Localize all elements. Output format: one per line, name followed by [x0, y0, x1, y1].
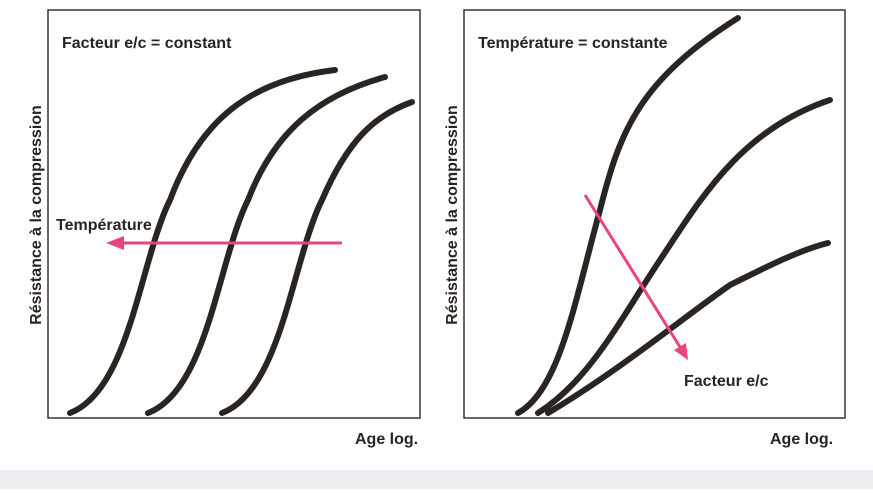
curve	[535, 97, 833, 416]
curve	[545, 240, 831, 416]
left-title: Facteur e/c = constant	[62, 35, 232, 52]
background-band	[0, 470, 873, 489]
curve	[219, 99, 415, 416]
arrow-head	[674, 343, 688, 360]
right-frame	[463, 9, 846, 419]
curve	[67, 67, 338, 416]
right-y-label: Résistance à la compression	[444, 105, 461, 325]
right-x-label: Age log.	[770, 431, 833, 448]
left-x-label: Age log.	[355, 431, 418, 448]
arrow-head	[106, 236, 124, 250]
left-y-label: Résistance à la compression	[28, 105, 45, 325]
curve	[145, 74, 388, 416]
left-annotation: Température	[56, 217, 152, 234]
right-annotation: Facteur e/c	[684, 373, 769, 390]
right-title: Température = constante	[478, 35, 668, 52]
arrow	[583, 194, 682, 348]
curve	[515, 15, 741, 416]
left-frame	[47, 9, 421, 419]
